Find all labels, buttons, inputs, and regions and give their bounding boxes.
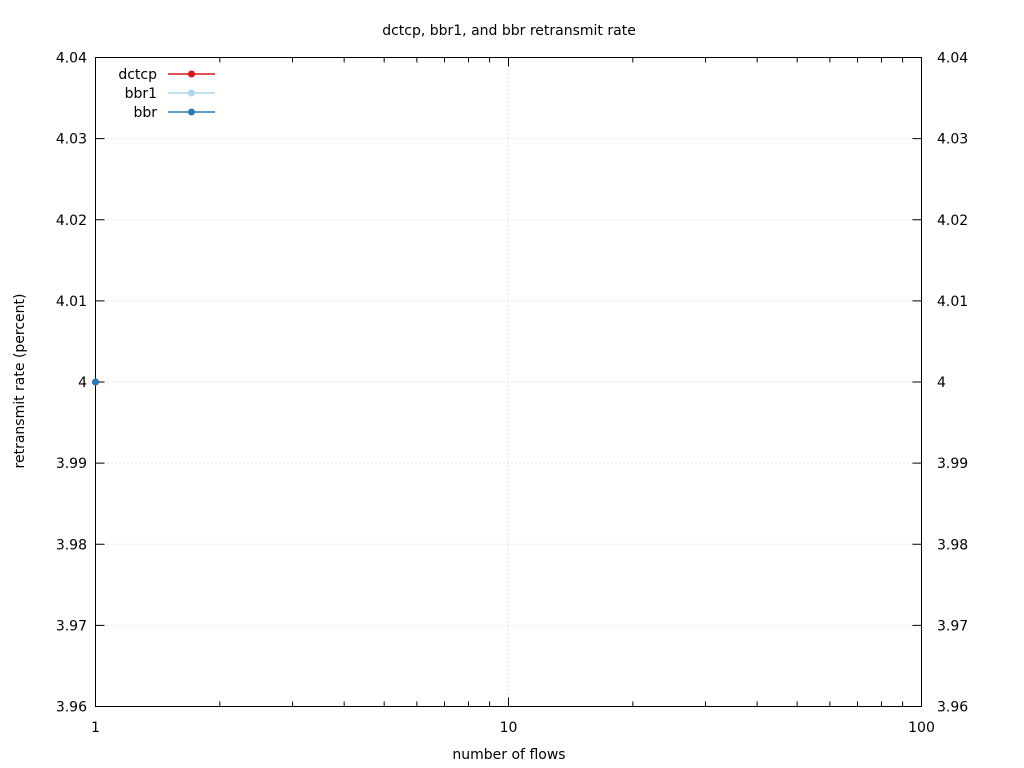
y-tick-label-right: 3.96 [937, 700, 968, 716]
y-axis-left-tick-labels: 3.96 3.97 3.98 3.99 4 4.01 4.02 4.03 4.04 [56, 51, 87, 716]
y-tick-label-right: 4.03 [937, 132, 968, 148]
y-tick-label-left: 4.04 [56, 51, 87, 67]
y-tick-label-right: 3.99 [937, 456, 968, 472]
x-tick-label: 10 [500, 720, 518, 736]
legend-marker-bbr1 [188, 89, 195, 97]
legend-label-bbr: bbr [133, 105, 157, 121]
y-tick-label-right: 4.02 [937, 213, 968, 229]
x-axis-tick-labels: 1 10 100 [91, 720, 935, 736]
legend-label-dctcp: dctcp [118, 67, 157, 83]
y-tick-label-left: 3.96 [56, 700, 87, 716]
legend-marker-dctcp [188, 70, 195, 78]
data-point-bbr [92, 378, 99, 386]
y-tick-label-left: 4.02 [56, 213, 87, 229]
series [92, 378, 99, 386]
y-tick-label-right: 4.04 [937, 51, 968, 67]
y-tick-label-left: 4.01 [56, 294, 87, 310]
legend: dctcp bbr1 bbr [118, 67, 215, 121]
legend-marker-bbr [188, 108, 195, 116]
y-tick-label-right: 4.01 [937, 294, 968, 310]
y-tick-label-right: 3.98 [937, 537, 968, 553]
y-tick-label-right: 4 [937, 375, 946, 391]
grid [95, 57, 922, 707]
y-tick-label-left: 3.99 [56, 456, 87, 472]
y-axis-right-tick-labels: 3.96 3.97 3.98 3.99 4 4.01 4.02 4.03 4.04 [937, 51, 968, 716]
chart-title: dctcp, bbr1, and bbr retransmit rate [382, 23, 636, 39]
x-tick-label: 100 [908, 720, 935, 736]
y-tick-label-left: 3.97 [56, 618, 87, 634]
x-axis-label: number of flows [452, 747, 565, 763]
y-tick-label-left: 4.03 [56, 132, 87, 148]
y-tick-label-right: 3.97 [937, 618, 968, 634]
x-tick-label: 1 [91, 720, 100, 736]
y-axis-label: retransmit rate (percent) [12, 294, 28, 469]
y-tick-label-left: 3.98 [56, 537, 87, 553]
y-tick-label-left: 4 [78, 375, 87, 391]
legend-label-bbr1: bbr1 [125, 86, 157, 102]
